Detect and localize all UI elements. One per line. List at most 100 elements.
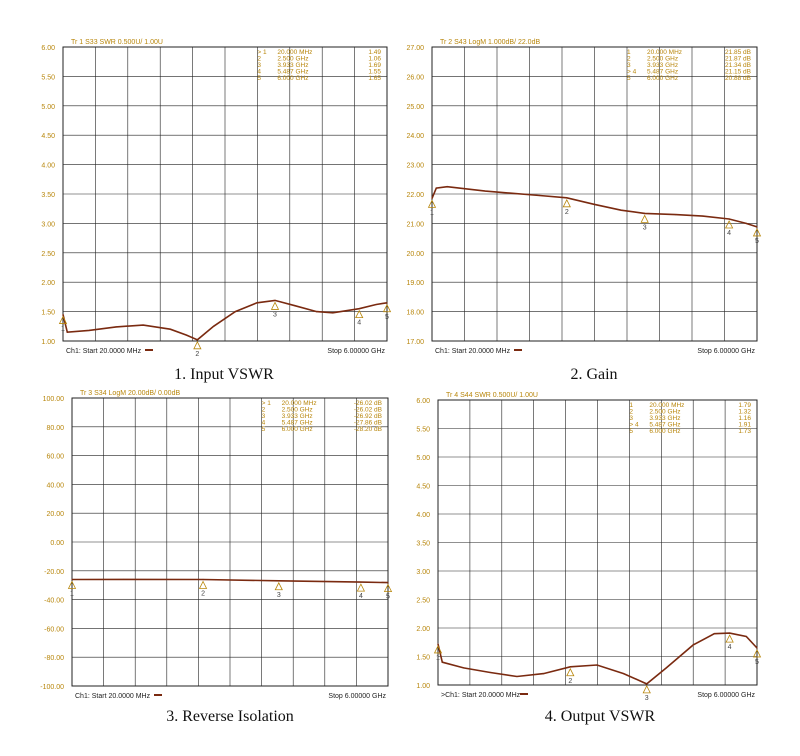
y-tick-label: 5.50 [41,74,55,81]
marker-id: 2 [627,56,631,63]
marker-id: 5 [629,428,633,435]
trace-point [692,644,694,646]
y-tick-label: 4.00 [41,163,55,170]
marker-value: 21.85 dB [725,49,751,56]
marker-value: -26.02 dB [354,407,382,414]
marker-number: 5 [755,659,759,666]
y-tick-label: -100.00 [40,684,64,691]
y-tick-label: 80.00 [46,425,64,432]
y-tick-label: 18.00 [406,310,424,317]
marker-number: 1 [70,590,74,597]
trace-point [713,633,715,635]
marker-freq: 3.933 GHz [277,62,308,69]
marker-triangle [433,645,443,654]
trace-point [88,329,90,332]
trace-point [196,339,198,341]
marker-id: 2 [257,56,261,63]
marker-number: 3 [277,592,281,599]
y-tick-label: 25.00 [406,104,424,111]
marker-triangle [725,634,734,643]
start-label: Ch1: Start 20.0000 MHz [66,348,142,355]
marker-triangle [427,199,437,208]
marker-value: -26.02 dB [354,400,382,407]
marker-value: 21.87 dB [725,56,751,63]
marker-triangle [274,581,283,591]
y-tick-label: 6.00 [416,398,430,405]
trace-point [234,311,236,313]
start-label: Ch1: Start 20.0000 MHz [75,693,151,700]
marker-freq: 3.933 GHz [649,415,680,422]
y-tick-label: 1.00 [41,339,55,346]
y-tick-label: 22.00 [406,192,424,199]
marker-triangle [355,309,364,319]
y-tick-label: 40.00 [46,482,64,489]
plot-3: 100.00 80.00 60.00 40.00 20.00 0.00 -20.00 -40.… [40,390,393,700]
marker-freq: 3.933 GHz [647,62,678,69]
marker-id: 1 [629,402,633,409]
trace-point [596,664,598,666]
marker-id: 3 [257,62,261,69]
start-marker-bar [145,349,153,351]
marker-value: 1.79 [738,402,751,409]
marker-number: 3 [273,311,277,318]
marker-value: 21.34 dB [725,62,751,69]
marker-freq: 6.000 GHz [649,428,680,435]
marker-triangle [562,198,571,208]
marker-id: 3 [627,62,631,69]
marker-value: 20.88 dB [725,75,751,82]
y-tick-label: 3.50 [41,192,55,199]
trace-point [665,667,667,669]
marker-value: 1.06 [368,56,381,63]
y-tick-label: -80.00 [44,655,64,662]
trace-point [256,302,258,304]
trace-point [387,582,389,584]
marker-id: > 4 [627,69,637,76]
marker-id: 4 [257,69,261,76]
y-tick-label: 4.00 [416,512,430,519]
marker-number: 4 [728,644,732,651]
trace-line [431,185,758,228]
y-tick-label: 1.50 [41,310,55,317]
trace-point [489,671,491,674]
marker-id: > 4 [629,422,639,429]
trace-line [62,299,388,341]
trace-point [278,580,280,582]
marker-freq: 2.500 GHz [282,407,313,414]
start-label: Ch1: Start 20.0000 MHz [435,348,511,355]
start-marker-bar [520,693,528,695]
marker-value: -28.20 dB [354,426,382,433]
marker-value: -27.86 dB [354,420,382,427]
marker-value: 1.16 [738,415,751,422]
marker-triangle [198,580,208,589]
trace-point [62,313,64,316]
marker-number: 1 [61,326,65,333]
marker-value: -26.92 dB [354,413,382,420]
trace-point [437,643,439,645]
marker-id: > 1 [262,400,272,407]
marker-number: 5 [755,238,759,245]
stop-label: Stop 6.00000 GHz [328,693,386,700]
stop-label: Stop 6.00000 GHz [697,348,755,355]
marker-freq: 6.000 GHz [277,75,308,82]
marker-number: 1 [430,209,434,216]
trace-point [646,683,648,685]
marker-value: 1.91 [738,422,751,429]
y-tick-label: 2.00 [41,280,55,287]
marker-triangle [752,649,762,658]
marker-id: 5 [262,426,266,433]
marker-number: 5 [386,594,390,601]
marker-value: 21.15 dB [725,69,751,76]
trace-point [756,647,758,649]
trace-point [745,222,747,224]
trace-point [213,325,215,327]
marker-number: 2 [195,351,199,358]
trace-header: Tr 3 S34 LogM 20.00dB/ 0.00dB [80,390,180,397]
marker-freq: 5.487 GHz [282,420,313,427]
marker-number: 3 [645,695,649,702]
marker-triangle [383,583,393,593]
trace-point [332,312,334,314]
y-tick-label: 4.50 [416,484,430,491]
marker-number: 2 [201,590,205,597]
marker-triangle [67,580,77,589]
